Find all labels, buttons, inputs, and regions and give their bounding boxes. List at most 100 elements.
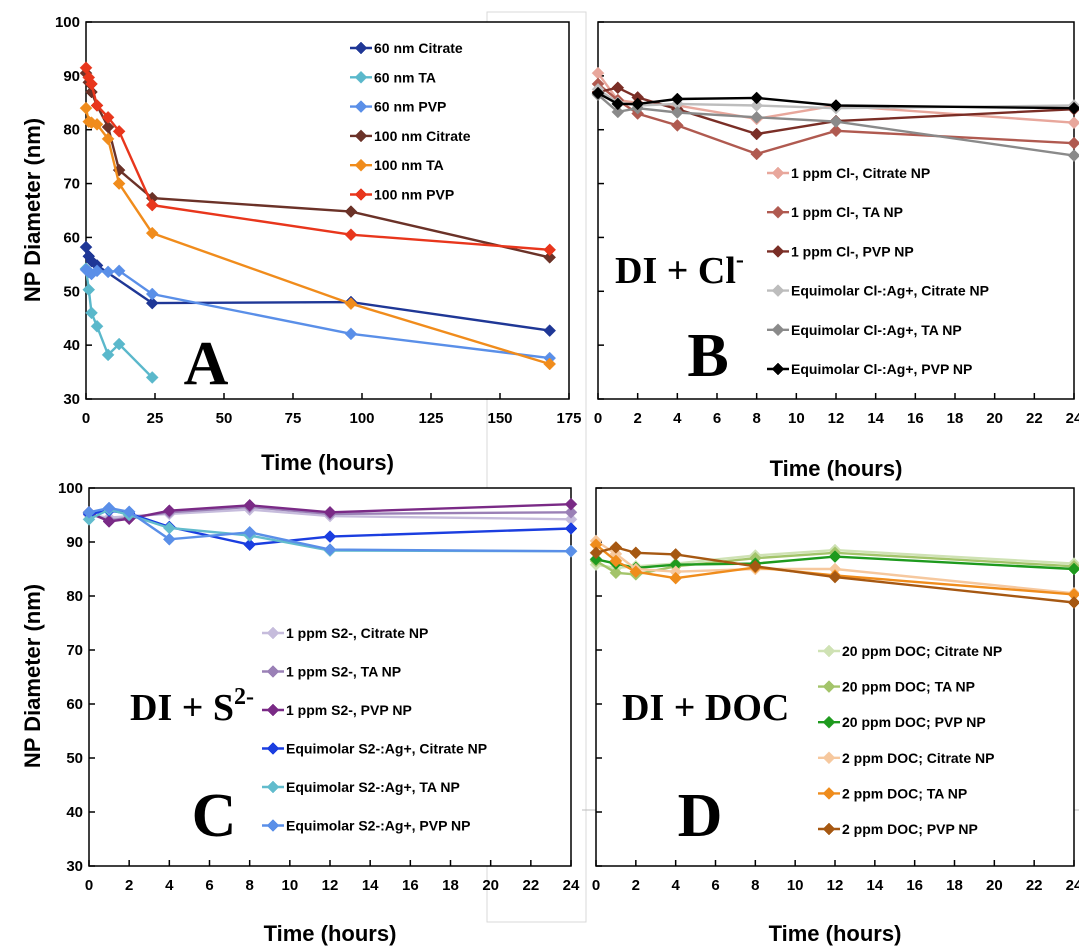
legend-swatch-marker (354, 188, 368, 201)
data-point (750, 110, 764, 124)
condition-text: DI + Cl (615, 250, 736, 292)
data-point (145, 226, 159, 240)
x-tick-label: 175 (556, 410, 581, 427)
legend-item: 2 ppm DOC; PVP NP (818, 821, 978, 837)
condition-label: DI + DOC (622, 687, 789, 729)
panel-a: 30 40 50 60 70 80 90 100 0 25 50 75 100 125 150 175 Time… (20, 14, 582, 475)
legend-label: 100 nm PVP (374, 187, 454, 203)
legend-item: 100 nm TA (350, 157, 444, 173)
data-point (101, 348, 115, 362)
data-point (102, 515, 116, 528)
data-point (145, 198, 159, 212)
y-tick-label: 30 (63, 391, 80, 408)
x-axis-label: Time (hours) (261, 450, 394, 475)
y-tick-label: 100 (58, 480, 83, 497)
x-tick-label: 18 (947, 410, 964, 427)
legend-item: 1 ppm S2-, Citrate NP (262, 625, 428, 641)
x-tick-label: 6 (713, 410, 721, 427)
data-point (1067, 101, 1079, 115)
series-5 (79, 101, 557, 371)
legend-swatch-marker (822, 787, 836, 800)
x-tick-label: 6 (205, 877, 213, 894)
data-point (670, 119, 684, 132)
x-tick-label: 6 (711, 877, 719, 894)
legend-item: 1 ppm Cl-, PVP NP (767, 243, 914, 259)
legend-swatch-marker (771, 166, 785, 180)
data-point (609, 541, 623, 554)
series-5 (591, 88, 1079, 162)
data-point (90, 99, 104, 112)
legend: 20 ppm DOC; Citrate NP 20 ppm DOC; TA NP 2… (818, 643, 1002, 837)
data-point (609, 554, 623, 568)
legend-label: 60 nm Citrate (374, 40, 463, 56)
legend-item: 2 ppm DOC; TA NP (818, 785, 967, 801)
legend-label: Equimolar Cl-:Ag+, PVP NP (791, 361, 972, 377)
x-tick-label: 20 (986, 410, 1003, 427)
legend-label: 2 ppm DOC; TA NP (842, 785, 967, 801)
data-point (670, 92, 684, 106)
legend-label: Equimolar S2-:Ag+, PVP NP (286, 818, 471, 834)
x-tick-label: 18 (946, 877, 963, 894)
data-point (611, 81, 625, 95)
x-axis-label: Time (hours) (769, 921, 902, 946)
data-point (79, 61, 93, 75)
data-point (564, 505, 578, 519)
legend-swatch-marker (822, 680, 836, 693)
x-tick-label: 0 (592, 877, 600, 894)
legend-label: Equimolar S2-:Ag+, Citrate NP (286, 741, 487, 757)
legend-label: Equimolar Cl-:Ag+, TA NP (791, 322, 962, 338)
legend-item: Equimolar S2-:Ag+, Citrate NP (262, 741, 487, 757)
data-point (611, 105, 625, 119)
data-point (564, 522, 578, 535)
data-point (750, 91, 764, 105)
legend-item: 1 ppm S2-, TA NP (262, 664, 401, 680)
data-point (112, 264, 126, 278)
y-tick-label: 50 (63, 283, 80, 300)
data-point (1067, 562, 1079, 576)
data-point (79, 101, 93, 115)
legend-swatch-marker (771, 245, 785, 258)
x-tick-label: 150 (487, 410, 512, 427)
data-point (543, 243, 557, 257)
legend-swatch-marker (266, 780, 280, 794)
x-axis-label: Time (hours) (264, 921, 397, 946)
x-tick-label: 8 (752, 410, 760, 427)
x-axis-label: Time (hours) (770, 456, 903, 481)
data-point (112, 337, 126, 351)
y-tick-label: 70 (63, 176, 80, 193)
x-tick-label: 14 (362, 877, 379, 894)
series-3 (79, 263, 557, 365)
x-tick-label: 22 (1026, 410, 1043, 427)
legend-item: Equimolar Cl-:Ag+, PVP NP (767, 361, 972, 377)
x-tick-label: 4 (165, 877, 174, 894)
y-axis-label: NP Diameter (nm) (20, 584, 45, 768)
y-axis-label: NP Diameter (nm) (20, 118, 45, 302)
legend-item: 60 nm Citrate (350, 40, 463, 56)
legend-item: Equimolar S2-:Ag+, PVP NP (262, 818, 471, 834)
series-6 (82, 501, 578, 558)
data-point (750, 147, 764, 161)
legend-label: 1 ppm S2-, TA NP (286, 664, 401, 680)
x-tick-label: 24 (1066, 877, 1079, 894)
panel-letter: D (678, 782, 723, 850)
legend-swatch-marker (266, 626, 280, 640)
data-point (85, 306, 98, 320)
legend-label: 2 ppm DOC; Citrate NP (842, 750, 994, 766)
data-point (243, 498, 257, 512)
data-point (323, 530, 337, 543)
condition-label: DI + Cl- (615, 247, 744, 292)
data-point (101, 132, 115, 146)
legend-label: 1 ppm Cl-, TA NP (791, 204, 903, 220)
data-point (543, 324, 557, 337)
data-point (1067, 116, 1079, 130)
x-tick-label: 2 (633, 410, 641, 427)
x-tick-label: 4 (671, 877, 680, 894)
legend-label: 20 ppm DOC; PVP NP (842, 714, 986, 730)
legend-swatch-marker (354, 100, 368, 113)
y-tick-label: 90 (66, 534, 83, 551)
legend-swatch-marker (822, 751, 836, 765)
y-tick-label: 60 (66, 696, 83, 713)
